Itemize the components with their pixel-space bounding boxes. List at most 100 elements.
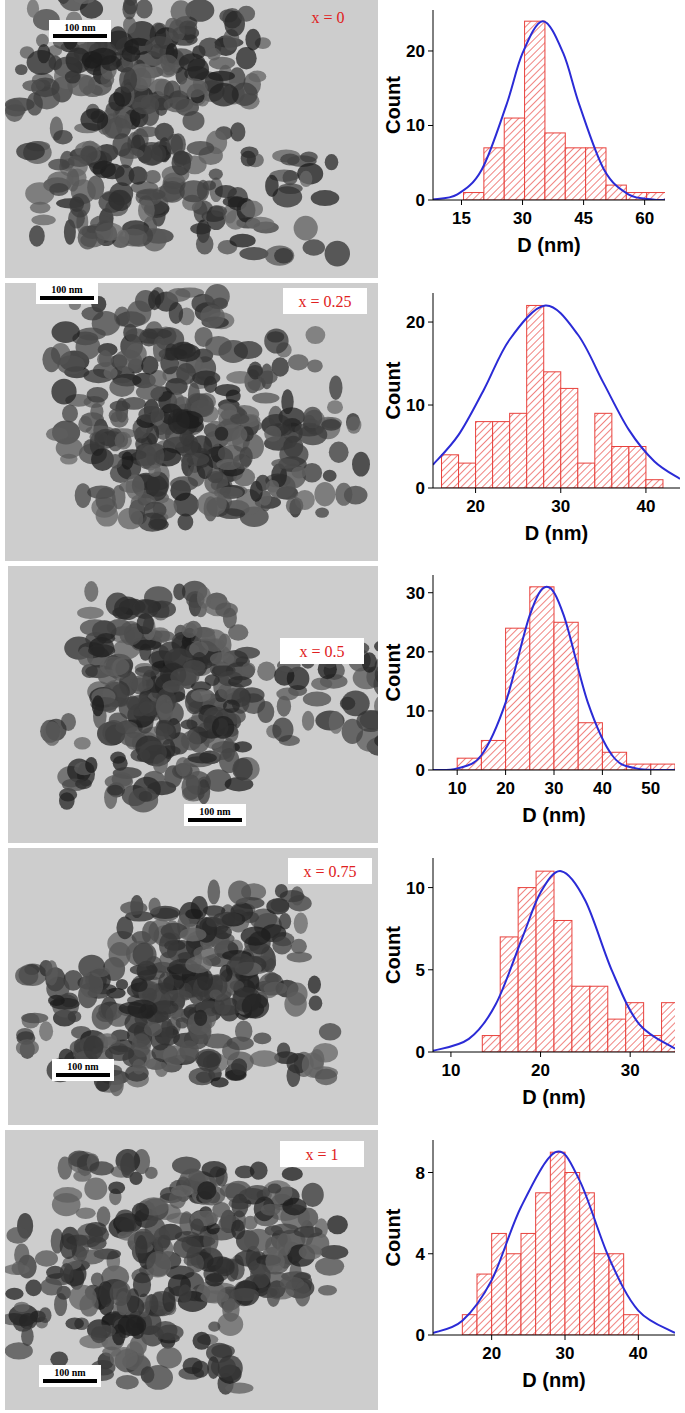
bar — [565, 148, 585, 200]
y-axis — [433, 575, 434, 770]
particle — [327, 1215, 348, 1234]
x-tick — [461, 200, 462, 205]
bar — [565, 1173, 580, 1336]
particle — [51, 379, 76, 405]
fit-curve — [433, 1151, 675, 1333]
particle — [100, 657, 130, 676]
x-axis — [433, 488, 680, 489]
x-tick — [540, 1052, 541, 1057]
particle — [14, 1302, 30, 1312]
particle — [108, 190, 131, 211]
particle — [192, 371, 220, 386]
particle — [234, 647, 260, 659]
y-tick-label: 5 — [416, 961, 425, 980]
scale-bar-label: 100 nm — [67, 1061, 99, 1072]
bar — [464, 193, 484, 200]
x-tick-label: 15 — [452, 209, 471, 228]
x-tick-label: 50 — [641, 779, 660, 798]
particle — [230, 413, 249, 424]
particle — [83, 1036, 103, 1060]
label-box — [280, 638, 364, 664]
particle — [228, 881, 251, 905]
particle — [132, 1033, 151, 1057]
particle — [94, 429, 117, 449]
y-tick-label: 20 — [406, 42, 425, 61]
particle — [286, 497, 303, 515]
tem-image — [5, 0, 378, 278]
x-tick-label: 20 — [466, 497, 485, 516]
particle — [179, 21, 197, 35]
particle — [27, 0, 39, 18]
particle — [311, 190, 340, 206]
particle — [26, 93, 43, 116]
particle — [200, 305, 224, 328]
particle — [37, 44, 50, 63]
particle — [207, 48, 221, 61]
particle — [173, 1237, 202, 1258]
x-tick-label: 40 — [636, 497, 655, 516]
particle — [230, 122, 245, 141]
particle — [188, 752, 217, 763]
fit-curve — [433, 21, 665, 200]
particle — [283, 170, 298, 185]
particle — [318, 1285, 337, 1295]
particle — [250, 1050, 279, 1067]
particle — [110, 411, 128, 428]
x-tick — [644, 200, 645, 205]
particle — [30, 202, 51, 214]
bar — [624, 1315, 639, 1335]
particle — [156, 55, 179, 78]
particle — [106, 593, 130, 617]
histogram: 1020300510D (nm)Count — [382, 858, 679, 1108]
particle — [271, 458, 299, 469]
particle — [183, 1357, 203, 1374]
particle — [137, 613, 154, 634]
particle — [139, 741, 167, 765]
particle — [329, 442, 349, 463]
particle — [294, 216, 318, 241]
x-tick-label: 30 — [551, 497, 570, 516]
particle — [39, 1307, 52, 1323]
particle — [207, 468, 223, 483]
y-tick — [428, 322, 433, 323]
particle — [294, 1226, 323, 1238]
particle — [22, 80, 44, 91]
particle — [115, 165, 135, 187]
particle — [176, 757, 191, 777]
histogram: 10203040500102030D (nm)Count — [382, 575, 675, 826]
particle — [181, 775, 200, 800]
fit-curve — [433, 587, 675, 770]
y-tick — [428, 200, 433, 201]
histogram: 203040048D (nm)Count — [382, 1140, 675, 1391]
x-tick-label: 10 — [441, 1061, 460, 1080]
particle — [223, 196, 245, 207]
x-tick — [583, 200, 584, 205]
particle — [173, 583, 185, 600]
particle — [65, 1317, 84, 1329]
particle — [292, 466, 307, 478]
particle — [153, 1321, 177, 1340]
particle — [97, 633, 115, 643]
particle — [57, 355, 85, 374]
particle — [228, 676, 252, 687]
particle — [127, 999, 157, 1018]
particle — [142, 921, 159, 945]
particle — [75, 483, 92, 508]
particle — [69, 1285, 97, 1310]
label-box — [280, 1141, 364, 1167]
particle — [206, 917, 221, 927]
x-tick — [565, 1335, 566, 1340]
particle — [241, 200, 263, 217]
x-tick-label: 20 — [531, 1061, 550, 1080]
y-axis — [433, 10, 434, 200]
particle — [92, 695, 104, 716]
particle — [84, 1177, 107, 1200]
particle — [329, 376, 342, 400]
particle — [303, 692, 331, 707]
particle — [161, 1018, 173, 1044]
bar — [594, 1254, 609, 1335]
particle — [158, 1235, 171, 1248]
particle — [87, 387, 109, 403]
particle — [93, 161, 116, 179]
particle — [139, 791, 152, 802]
